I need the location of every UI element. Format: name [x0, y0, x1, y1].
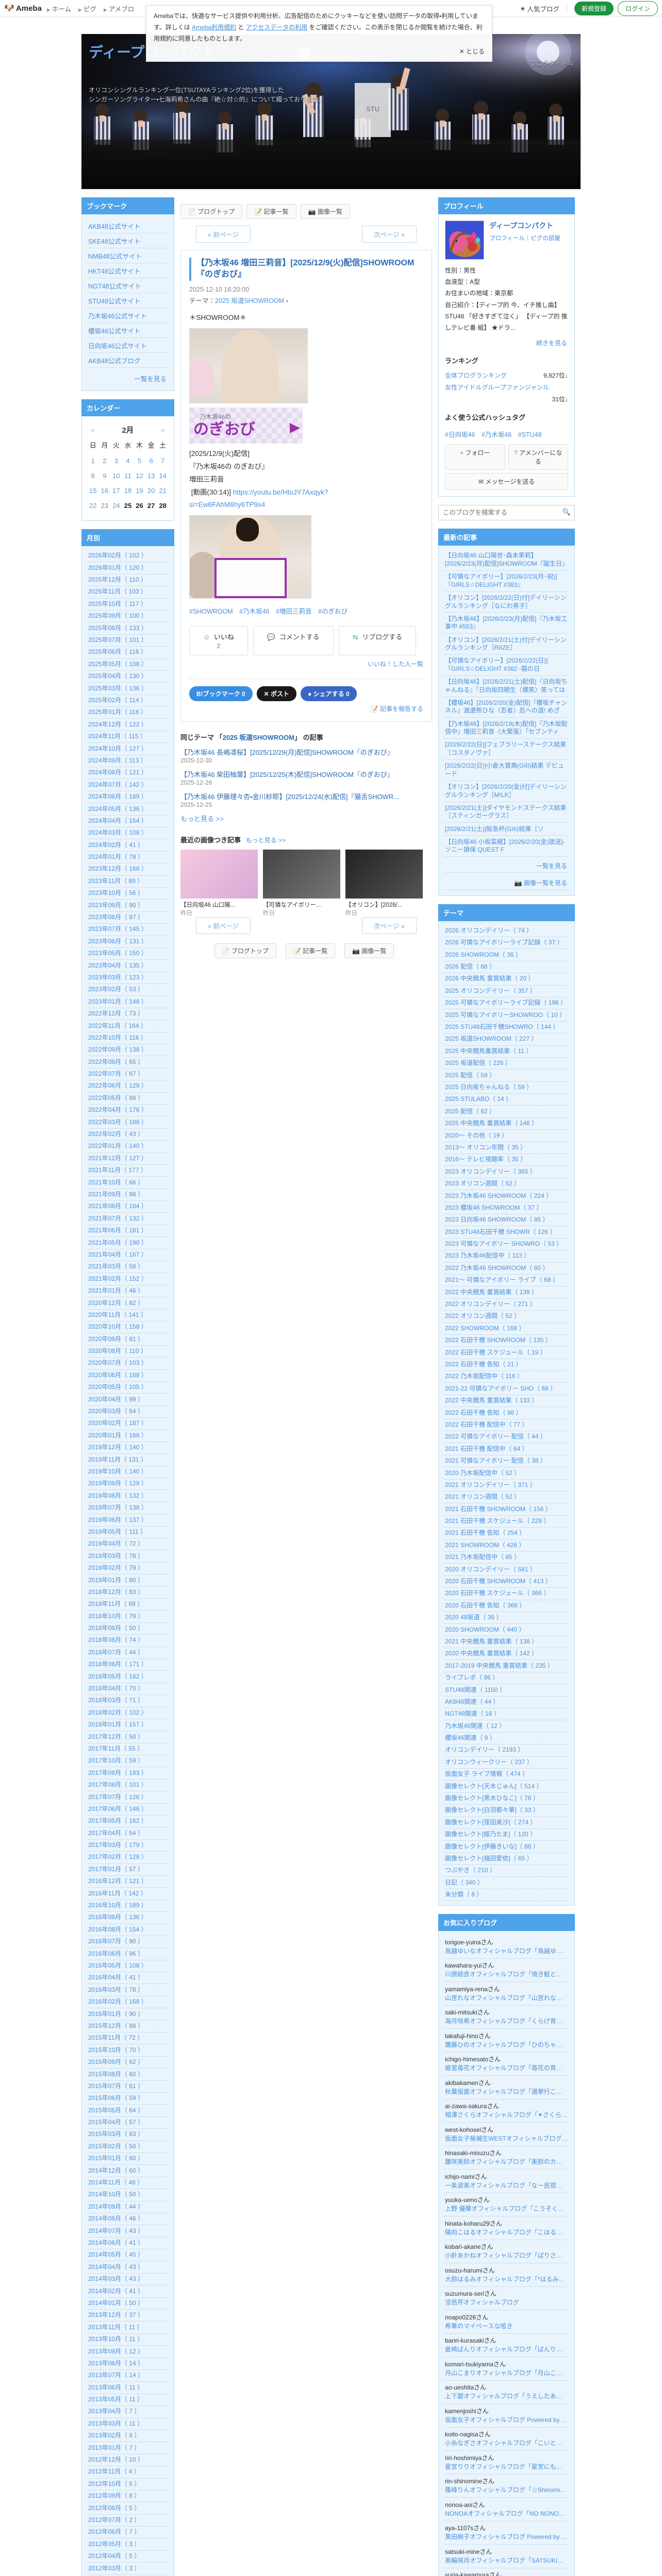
svg-text:STU: STU: [366, 105, 379, 113]
svg-text:乃木坂46の: 乃木坂46の: [200, 413, 231, 420]
svg-text:のぎおび: のぎおび: [193, 421, 255, 438]
